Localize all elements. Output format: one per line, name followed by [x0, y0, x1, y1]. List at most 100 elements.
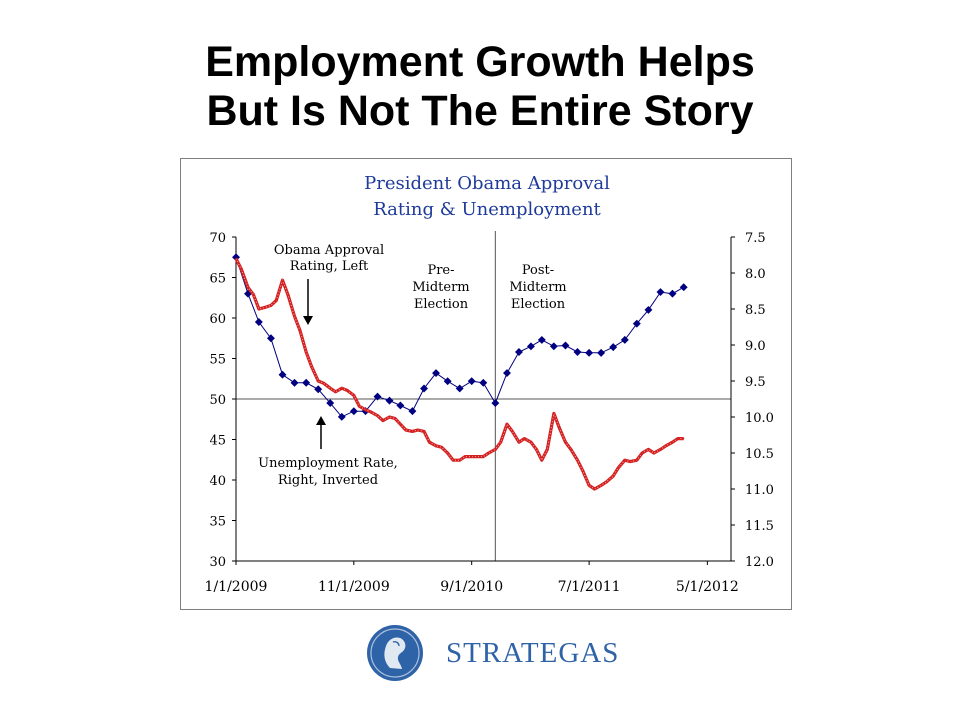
- unemployment-data-point: [447, 452, 449, 454]
- unemployment-data-point: [518, 441, 520, 443]
- left-y-tick-label: 70: [209, 231, 226, 246]
- unemployment-data-point: [677, 438, 679, 440]
- unemployment-data-point: [582, 470, 584, 472]
- unemployment-data-point: [558, 427, 560, 429]
- approval-data-point: [266, 334, 275, 343]
- unemployment-data-point: [299, 330, 301, 332]
- approval-data-point: [443, 377, 452, 386]
- unemployment-annotation-arrowhead: [316, 416, 326, 425]
- unemployment-data-point: [370, 411, 372, 413]
- unemployment-data-point: [600, 484, 602, 486]
- unemployment-data-point: [629, 461, 631, 463]
- unemployment-data-point: [335, 391, 337, 393]
- unemployment-data-point: [593, 488, 596, 490]
- unemployment-data-point: [459, 459, 461, 461]
- approval-data-point: [526, 342, 535, 351]
- unemployment-data-point: [252, 294, 255, 296]
- unemployment-data-point: [258, 308, 260, 310]
- approval-data-point: [585, 348, 594, 357]
- unemployment-data-point: [388, 416, 391, 418]
- approval-data-point: [668, 289, 677, 298]
- unemployment-data-point: [411, 430, 413, 432]
- x-tick-label: 11/1/2009: [318, 579, 390, 595]
- unemployment-data-point: [275, 299, 277, 301]
- unemployment-data-point: [376, 414, 379, 417]
- slide-title: Employment Growth Helps But Is Not The E…: [0, 38, 960, 136]
- right-y-tick-label: 8.0: [745, 267, 766, 282]
- unemployment-data-point: [235, 258, 237, 260]
- approval-data-point: [290, 378, 299, 387]
- approval-data-point: [455, 384, 464, 393]
- unemployment-annotation-line-2: Right, Inverted: [278, 473, 378, 488]
- unemployment-data-point: [570, 448, 572, 450]
- chart-title-line-2: Rating & Unemployment: [373, 199, 601, 220]
- right-y-tick-label: 11.5: [745, 519, 774, 534]
- unemployment-data-point: [440, 446, 443, 448]
- unemployment-data-point: [364, 409, 367, 411]
- pre-midterm-annotation-line: Pre-: [427, 263, 454, 278]
- unemployment-data-point: [671, 441, 674, 443]
- approval-data-point: [679, 283, 688, 292]
- approval-data-point: [314, 385, 323, 394]
- strategas-logo-icon: [367, 625, 423, 681]
- right-y-tick-label: 9.5: [745, 375, 766, 390]
- approval-data-point: [278, 370, 287, 379]
- unemployment-data-point: [281, 279, 284, 281]
- unemployment-data-point: [394, 417, 396, 420]
- unemployment-data-point: [399, 423, 401, 425]
- unemployment-data-point: [683, 438, 685, 440]
- right-y-tick-label: 7.5: [745, 231, 766, 246]
- approval-data-point: [479, 378, 488, 387]
- unemployment-data-point: [270, 304, 272, 306]
- approval-data-point: [656, 288, 665, 297]
- approval-data-point: [408, 407, 417, 416]
- left-y-tick-label: 30: [209, 555, 226, 570]
- unemployment-data-point: [564, 441, 567, 443]
- unemployment-data-point: [482, 456, 484, 458]
- approval-data-point: [491, 399, 500, 408]
- approval-data-point: [385, 396, 394, 405]
- unemployment-data-point: [346, 389, 348, 391]
- unemployment-data-point: [605, 481, 608, 483]
- approval-data-point: [549, 342, 558, 351]
- x-tick-label: 7/1/2011: [558, 579, 621, 595]
- left-y-tick-label: 55: [209, 353, 226, 368]
- chart-series: [232, 253, 688, 491]
- approval-data-point: [326, 399, 335, 408]
- unemployment-data-point: [535, 448, 538, 450]
- approval-data-point: [337, 412, 346, 421]
- unemployment-annotation-line-1: Unemployment Rate,: [258, 456, 398, 471]
- approval-data-point: [396, 401, 405, 410]
- approval-data-point: [644, 305, 653, 314]
- unemployment-data-point: [247, 286, 249, 288]
- right-y-tick-label: 10.5: [745, 447, 774, 462]
- left-y-tick-label: 45: [209, 434, 226, 449]
- unemployment-data-point: [636, 459, 638, 461]
- unemployment-data-point: [588, 484, 590, 486]
- slide-title-line-1: Employment Growth Helps: [205, 38, 755, 86]
- unemployment-data-point: [641, 452, 643, 454]
- unemployment-data-point: [310, 366, 313, 368]
- approval-annotation-line-2: Rating, Left: [290, 259, 369, 274]
- chart-title-line-1: President Obama Approval: [364, 173, 610, 194]
- unemployment-data-point: [329, 387, 331, 389]
- unemployment-data-point: [358, 405, 360, 407]
- pre-midterm-annotation-line: Midterm: [412, 280, 469, 295]
- approval-data-point: [349, 407, 358, 416]
- chart-axes: 30 35 40 45 50 55 60 65 70 7.5 8.0 8.5 9.0 9.5 10.0 10.…: [205, 231, 774, 595]
- post-midterm-annotation-line: Midterm: [509, 280, 566, 295]
- x-tick-label: 5/1/2012: [676, 579, 739, 595]
- unemployment-data-point: [530, 441, 532, 443]
- left-y-tick-label: 50: [209, 393, 226, 408]
- approval-data-point: [597, 348, 606, 357]
- unemployment-data-point: [553, 412, 555, 414]
- unemployment-data-point: [435, 445, 437, 447]
- unemployment-data-point: [305, 351, 307, 353]
- chart-title: President Obama Approval Rating & Unemplo…: [364, 173, 610, 220]
- unemployment-data-point: [624, 459, 626, 461]
- left-y-tick-label: 40: [209, 474, 226, 489]
- unemployment-data-point: [476, 456, 478, 458]
- unemployment-data-point: [659, 448, 662, 450]
- x-tick-label: 9/1/2010: [440, 579, 503, 595]
